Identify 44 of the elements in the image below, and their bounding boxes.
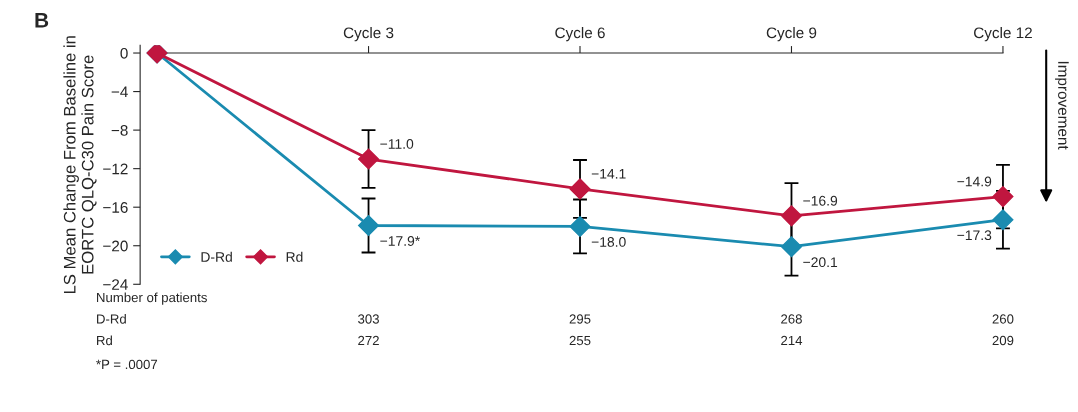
text: Improvement: [1055, 61, 1069, 150]
point: [358, 148, 380, 170]
chart-title: B: [35, 13, 49, 28]
text: D-Rd: [97, 313, 126, 324]
text: Rd: [97, 335, 112, 346]
text: 295: [569, 314, 591, 324]
data-label: −14.1: [591, 169, 626, 179]
data-label: −17.3: [957, 230, 992, 241]
y-tick-label: −12: [103, 163, 128, 175]
text: 214: [781, 335, 803, 346]
point: [569, 178, 591, 200]
text: 255: [569, 335, 591, 346]
data-label: −17.9*: [380, 236, 420, 246]
point: [780, 236, 802, 258]
y-tick-label: −16: [103, 202, 128, 213]
point: [358, 214, 380, 237]
y-tick-label: −20: [103, 240, 128, 252]
text: 303: [358, 314, 379, 324]
text: 209: [992, 335, 1014, 346]
y-axis-title: LS Mean Change From Baseline in EORTC QLQ-C30 Pain Score: [63, 36, 97, 294]
text: 268: [781, 314, 802, 324]
data-label: −14.9: [957, 176, 992, 187]
point: [992, 209, 1014, 231]
data-label: −11.0: [380, 139, 414, 149]
y-tick-label: −24: [103, 279, 128, 290]
point: [780, 205, 802, 227]
point: [992, 186, 1014, 208]
legend-label: Rd: [286, 251, 303, 262]
x-tick-label: Cycle 12: [974, 26, 1032, 42]
text: 272: [358, 335, 379, 346]
y-tick-label: 0: [120, 47, 128, 59]
legend-label: D-Rd: [201, 251, 232, 262]
data-label: −16.9: [803, 195, 838, 206]
y-tick-label: −8: [111, 124, 128, 136]
data-label: −18.0: [591, 237, 626, 247]
text: Number of patients: [97, 292, 207, 305]
y-tick-label: −4: [111, 86, 128, 98]
text: *P = .0007: [96, 359, 158, 370]
x-tick-label: Cycle 3: [343, 26, 394, 42]
text: 260: [992, 314, 1014, 324]
x-tick-label: Cycle 9: [766, 26, 817, 42]
x-tick-label: Cycle 6: [555, 26, 605, 42]
point: [569, 215, 591, 237]
data-label: −20.1: [803, 257, 838, 268]
